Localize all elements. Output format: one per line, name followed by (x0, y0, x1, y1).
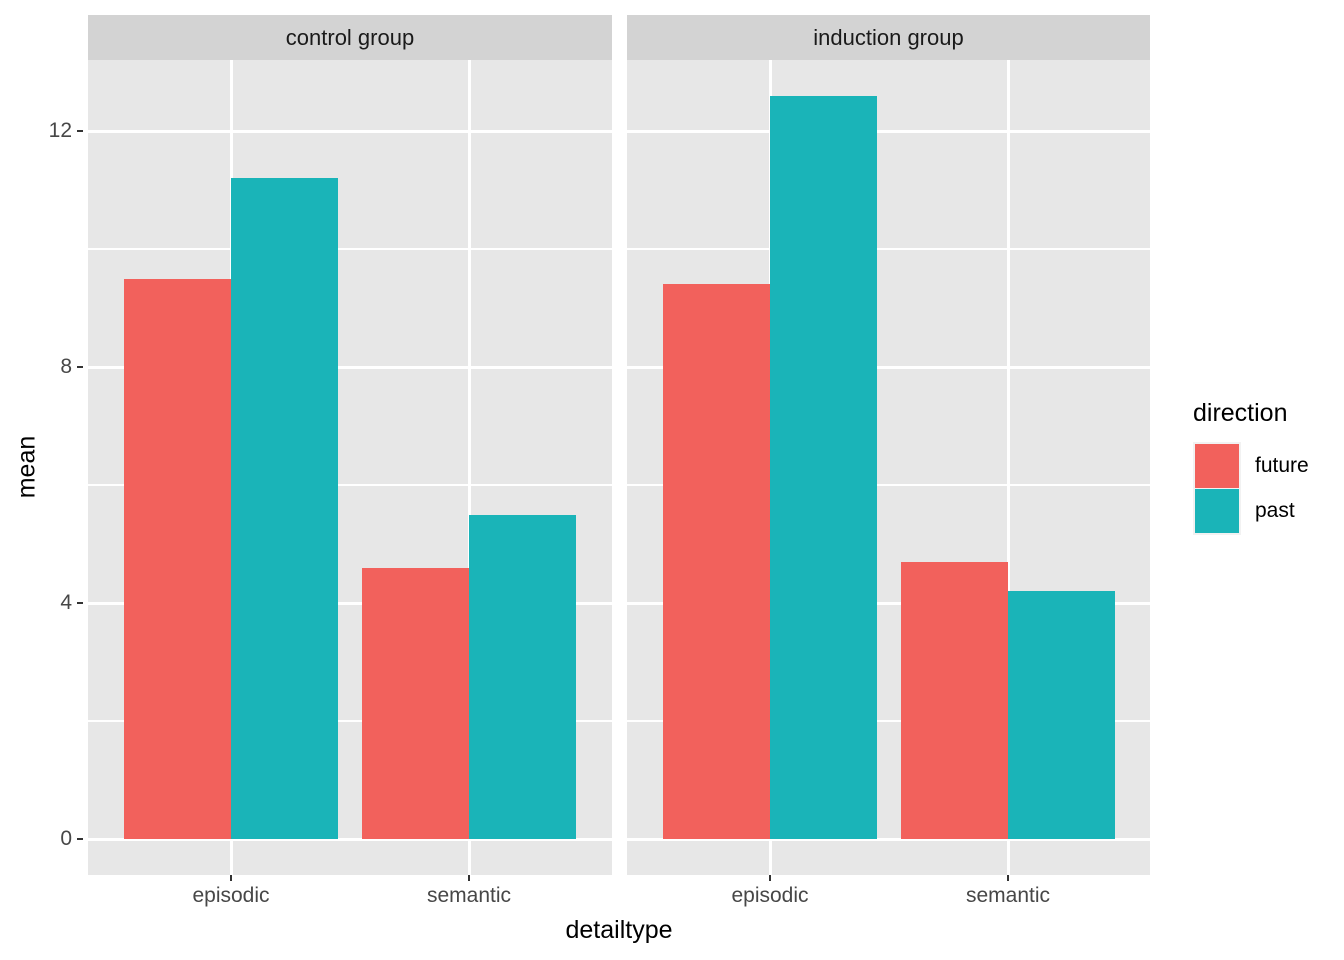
facet-panel-induction-group (627, 60, 1150, 875)
gridline-major (88, 601, 612, 605)
x-axis-title: detailtype (565, 916, 673, 944)
x-tick-label: semantic (965, 884, 1051, 907)
gridline-minor (88, 720, 612, 722)
x-tick-label: semantic (426, 884, 512, 907)
legend-title: direction (1193, 399, 1288, 427)
gridline-vertical (1006, 60, 1010, 875)
x-tick-label: episodic (731, 884, 809, 907)
gridline-major (88, 365, 612, 369)
bar-induction-episodic-future (663, 284, 770, 839)
facet-strip-control-group: control group (88, 15, 612, 60)
facet-panel-control-group (88, 60, 612, 875)
gridline-major (627, 837, 1150, 841)
x-tick-mark (1007, 875, 1009, 881)
gridline-major (88, 837, 612, 841)
gridline-vertical (467, 60, 471, 875)
legend-label-past: past (1255, 499, 1295, 522)
x-tick-mark (468, 875, 470, 881)
gridline-major (627, 365, 1150, 369)
legend-item-past: past (1195, 489, 1295, 533)
legend-item-future: future (1195, 444, 1309, 488)
y-tick-mark (77, 602, 83, 604)
y-tick-label: 4 (60, 591, 72, 614)
y-tick-label: 12 (48, 119, 72, 142)
gridline-major (627, 129, 1150, 133)
bar-induction-episodic-past (770, 95, 877, 839)
x-tick-mark (769, 875, 771, 881)
y-tick-mark (77, 366, 83, 368)
facet-strip-label: induction group (813, 24, 964, 50)
gridline-minor (88, 484, 612, 486)
y-axis-title: mean (12, 435, 41, 499)
y-tick-mark (77, 838, 83, 840)
legend: direction future past (1193, 399, 1309, 538)
gridline-major (627, 601, 1150, 605)
past-color-swatch-icon (1195, 489, 1239, 533)
y-tick-mark (77, 130, 83, 132)
gridline-minor (627, 720, 1150, 722)
bar-control-episodic-future (124, 278, 231, 839)
bar-control-semantic-past (469, 514, 576, 839)
bar-control-semantic-future (362, 567, 469, 839)
gridline-minor (627, 248, 1150, 250)
bar-induction-semantic-past (1008, 591, 1115, 839)
y-tick-label: 0 (60, 827, 72, 850)
x-tick-label: episodic (192, 884, 270, 907)
facet-strip-induction-group: induction group (627, 15, 1150, 60)
future-color-swatch-icon (1195, 444, 1239, 488)
legend-label-future: future (1255, 454, 1309, 477)
bar-control-episodic-past (231, 178, 338, 839)
y-tick-label: 8 (60, 355, 72, 378)
facet-strip-label: control group (285, 24, 415, 50)
gridline-minor (627, 484, 1150, 486)
legend-keys: future past (1193, 442, 1309, 535)
gridline-minor (88, 248, 612, 250)
gridline-major (88, 129, 612, 133)
x-tick-mark (230, 875, 232, 881)
bar-induction-semantic-future (901, 561, 1008, 839)
